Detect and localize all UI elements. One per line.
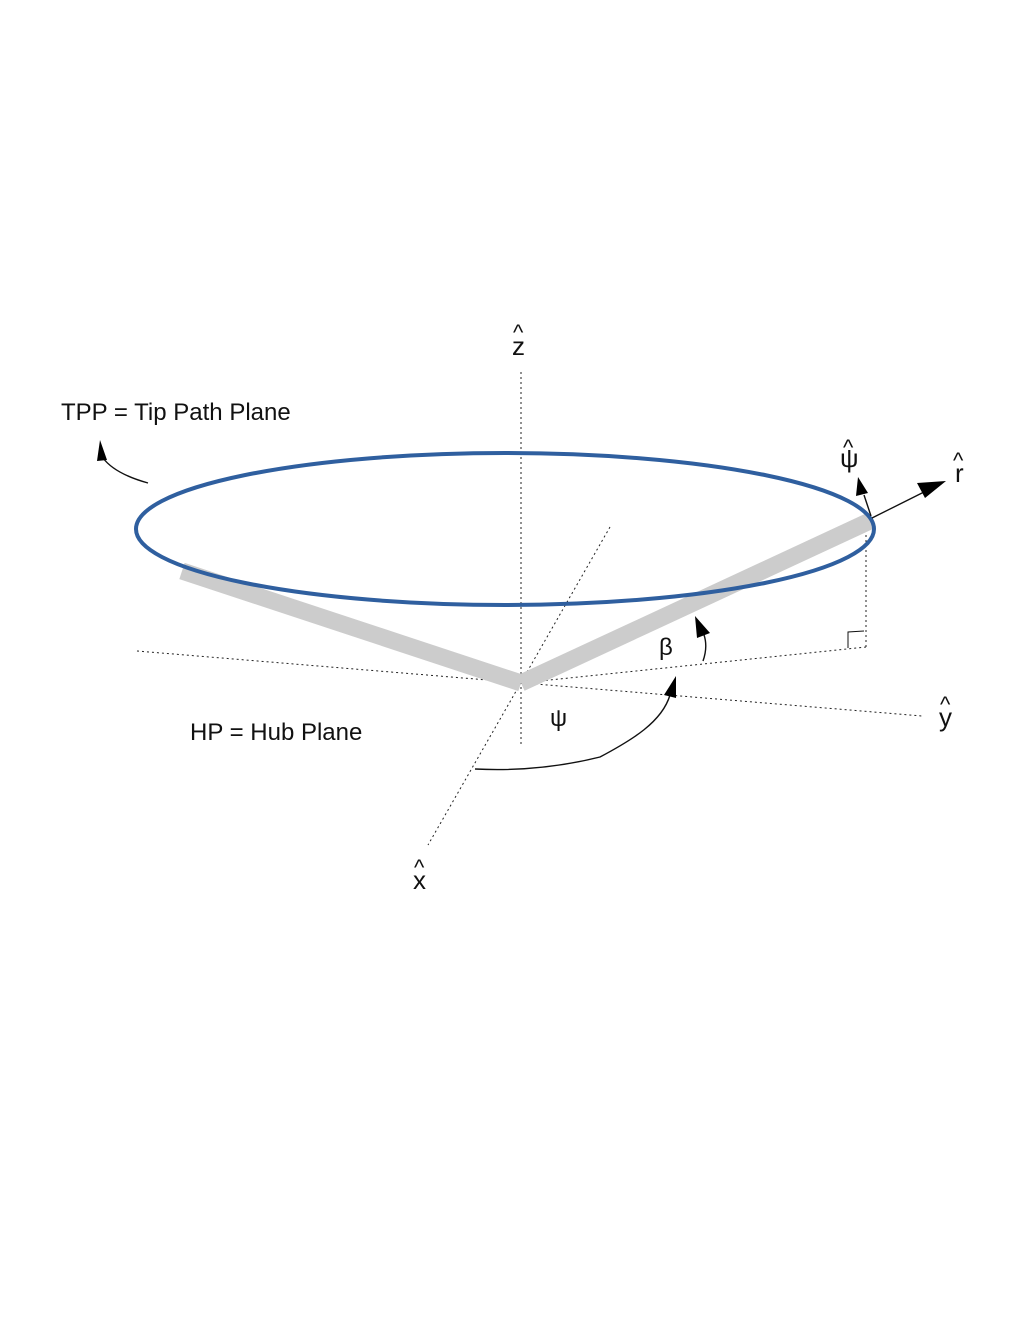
z-hat: ^ — [513, 320, 524, 345]
x-axis-label: ^ x — [413, 855, 426, 895]
psi-vector-line — [863, 494, 872, 517]
psi-letter: ψ — [840, 443, 859, 473]
tip-path-ellipse — [134, 451, 876, 607]
tpp-leader-line — [102, 457, 149, 484]
beta-arc-arrowhead — [695, 616, 710, 638]
beta-angle-label: β — [659, 634, 673, 661]
r-vector-label: ^ r — [953, 448, 964, 488]
angle-arcs — [474, 616, 710, 771]
x-letter: x — [413, 865, 426, 895]
tip-unit-vectors — [856, 477, 946, 519]
psi-vector-label: ^ ψ — [840, 435, 859, 473]
right-blade — [517, 512, 876, 691]
tpp-label: TPP = Tip Path Plane — [61, 399, 291, 426]
right-angle-marker — [847, 630, 865, 648]
y-hat: ^ — [940, 692, 951, 717]
psi-vector-arrowhead — [856, 477, 868, 496]
rotor-blades — [179, 512, 876, 692]
psi-hat: ^ — [843, 435, 854, 460]
x-axis-line — [427, 526, 611, 846]
r-vector-arrowhead — [917, 481, 946, 498]
left-blade — [179, 562, 524, 692]
hub-plane-lines — [136, 372, 923, 846]
x-hat: ^ — [414, 855, 425, 880]
z-letter: z — [512, 331, 525, 361]
z-axis-label: ^ z — [512, 320, 525, 361]
psi-angle-label: ψ — [550, 705, 567, 732]
psi-arc-arrowhead — [664, 676, 676, 698]
tpp-leader — [97, 440, 149, 484]
y-axis-line — [136, 650, 923, 717]
r-letter: r — [955, 458, 964, 488]
r-vector-line — [871, 489, 929, 519]
psi-arc — [474, 694, 671, 771]
y-letter: y — [939, 702, 952, 732]
hp-label: HP = Hub Plane — [190, 719, 362, 746]
y-axis-label: ^ y — [939, 692, 952, 732]
tpp-leader-arrowhead — [97, 440, 107, 461]
r-hat: ^ — [953, 448, 964, 473]
